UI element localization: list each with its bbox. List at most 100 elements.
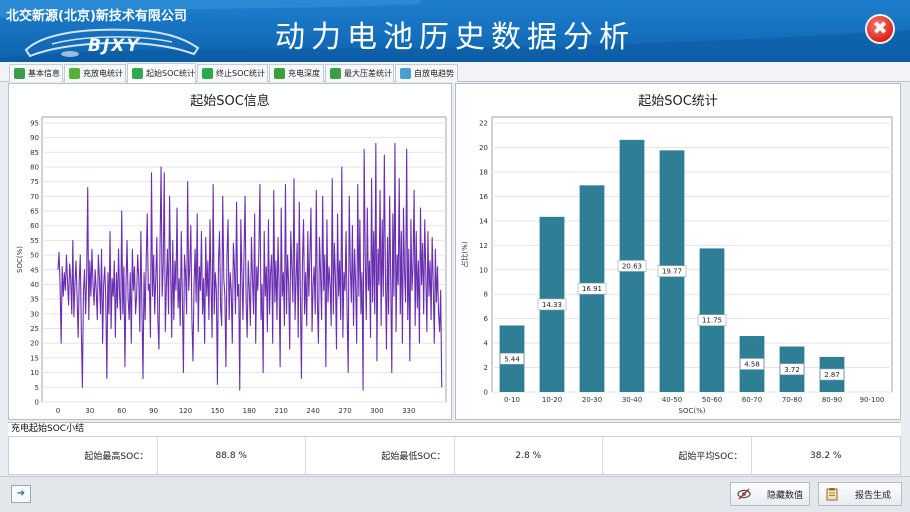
data-label: 3.72 bbox=[784, 366, 800, 374]
y-tick-label: 55 bbox=[30, 237, 39, 245]
export-icon[interactable]: ➜ bbox=[11, 485, 31, 503]
charge-icon bbox=[69, 68, 80, 79]
data-label: 11.75 bbox=[702, 317, 722, 325]
line-chart: 0 5 10 15 20 25 30 35 40 45 50 55 60 65 70 75 80 85 90 95 0 3… bbox=[16, 116, 447, 415]
y-tick-label: 20 bbox=[479, 144, 488, 152]
x-tick-label: 150 bbox=[211, 407, 224, 415]
y-tick-label: 6 bbox=[484, 315, 489, 323]
hide-values-label: 隐藏数值 bbox=[767, 490, 804, 501]
y-tick-label: 4 bbox=[484, 340, 489, 348]
y-tick-label: 70 bbox=[30, 193, 39, 201]
y-tick-label: 45 bbox=[30, 266, 39, 274]
bottom-toolbar: ➜ 隐藏数值 报告生成 bbox=[0, 476, 910, 512]
hide-values-button[interactable]: 隐藏数值 bbox=[730, 482, 810, 506]
tab-label: 起始SOC统计 bbox=[146, 69, 195, 78]
car-logo-icon bbox=[24, 28, 200, 58]
x-tick-label: 240 bbox=[306, 407, 319, 415]
x-axis-label: SOC(%) bbox=[679, 407, 706, 415]
y-tick-label: 14 bbox=[479, 217, 488, 225]
min-soc-value: 2.8 % bbox=[455, 437, 603, 474]
x-tick-label: 60 bbox=[117, 407, 126, 415]
x-tick-label: 0-10 bbox=[504, 396, 520, 404]
x-tick-label: 30-40 bbox=[622, 396, 642, 404]
bar-chart-title: 起始SOC统计 bbox=[638, 94, 718, 109]
x-tick-label: 90 bbox=[149, 407, 158, 415]
data-label: 2.87 bbox=[824, 371, 840, 379]
y-tick-label: 60 bbox=[30, 222, 39, 230]
page-title: 动力电池历史数据分析 bbox=[275, 20, 635, 55]
avg-soc-label: 起始平均SOC： bbox=[603, 437, 752, 474]
data-label: 5.44 bbox=[504, 355, 520, 363]
y-tick-label: 25 bbox=[30, 325, 39, 333]
y-tick-label: 0 bbox=[35, 399, 39, 407]
y-tick-label: 75 bbox=[30, 178, 39, 186]
x-tick-label: 50-60 bbox=[702, 396, 722, 404]
tab-start-soc-stats[interactable]: 起始SOC统计 bbox=[127, 63, 196, 83]
company-name: 北交新源(北京)新技术有限公司 bbox=[6, 9, 187, 24]
y-tick-label: 2 bbox=[484, 364, 488, 372]
tab-basic-info[interactable]: 基本信息 bbox=[9, 64, 63, 82]
tab-charge-depth[interactable]: 充电深度 bbox=[269, 64, 324, 82]
data-label-box bbox=[819, 368, 844, 381]
app-header: 北交新源(北京)新技术有限公司 BJXY 动力电池历史数据分析 ✖ bbox=[0, 0, 910, 62]
tab-max-voltage-diff[interactable]: 最大压差统计 bbox=[325, 64, 394, 82]
data-label-box bbox=[697, 314, 727, 326]
x-tick-label: 330 bbox=[402, 407, 415, 415]
bar-chart-icon bbox=[202, 68, 213, 79]
y-tick-label: 35 bbox=[30, 296, 39, 304]
data-label-box bbox=[617, 260, 647, 272]
y-tick-label: 22 bbox=[479, 120, 488, 128]
y-tick-label: 85 bbox=[30, 149, 39, 157]
x-tick-label: 300 bbox=[370, 407, 383, 415]
soc-series-line bbox=[57, 142, 443, 391]
tab-end-soc-stats[interactable]: 终止SOC统计 bbox=[197, 64, 268, 82]
x-tick-label: 120 bbox=[179, 407, 192, 415]
data-label-box bbox=[739, 358, 764, 370]
y-tick-label: 10 bbox=[479, 266, 488, 274]
y-tick-label: 10 bbox=[30, 369, 39, 377]
summary-heading: 充电起始SOC小结 bbox=[8, 422, 901, 436]
y-tick-label: 16 bbox=[479, 193, 488, 201]
y-tick-label: 20 bbox=[30, 340, 39, 348]
y-tick-label: 65 bbox=[30, 208, 39, 216]
bar-chart: 0 2 4 6 8 10 12 14 16 18 20 22 占比(%) SOC(%) 0-10 5.44 10… bbox=[460, 116, 893, 415]
y-axis-label: 占比(%) bbox=[460, 241, 469, 267]
data-label: 4.58 bbox=[744, 361, 760, 369]
x-tick-label: 210 bbox=[275, 407, 288, 415]
y-tick-label: 12 bbox=[479, 242, 488, 250]
y-tick-label: 95 bbox=[30, 119, 39, 127]
close-button[interactable]: ✖ bbox=[865, 14, 895, 44]
y-tick-label: 8 bbox=[484, 291, 488, 299]
tab-label: 终止SOC统计 bbox=[216, 69, 265, 78]
x-tick-label: 180 bbox=[243, 407, 256, 415]
bar-chart-panel: 起始SOC统计 0 2 4 6 8 10 12 14 16 18 20 22 占比(%) SOC(%) 0-… bbox=[455, 83, 901, 420]
summary-table: 起始最高SOC： 88.8 % 起始最低SOC： 2.8 % 起始平均SOC： … bbox=[8, 436, 901, 475]
data-label-box bbox=[657, 265, 687, 277]
min-soc-label: 起始最低SOC： bbox=[306, 437, 455, 474]
y-tick-label: 5 bbox=[35, 384, 39, 392]
y-tick-label: 80 bbox=[30, 163, 39, 171]
tab-label: 基本信息 bbox=[28, 69, 60, 78]
data-label-box bbox=[499, 352, 524, 365]
tab-bar: 基本信息 充放电统计 起始SOC统计 终止SOC统计 充电深度 最大压差统计 自… bbox=[0, 62, 910, 83]
data-label-box bbox=[537, 298, 567, 311]
line-chart-panel: 起始SOC信息 0 5 10 15 20 25 30 35 40 45 50 55 60 65 70 75 80… bbox=[8, 83, 452, 420]
tab-charge-stats[interactable]: 充放电统计 bbox=[64, 64, 126, 82]
data-label-box bbox=[779, 363, 804, 376]
generate-report-button[interactable]: 报告生成 bbox=[818, 482, 902, 506]
data-label: 14.33 bbox=[542, 301, 562, 309]
header-background-swoosh bbox=[0, 0, 910, 62]
y-tick-label: 15 bbox=[30, 354, 39, 362]
bar-chart-icon bbox=[132, 68, 143, 79]
x-tick-label: 30 bbox=[85, 407, 94, 415]
avg-soc-value: 38.2 % bbox=[810, 450, 842, 461]
trend-icon bbox=[400, 68, 411, 79]
y-tick-label: 40 bbox=[30, 281, 39, 289]
tab-label: 充电深度 bbox=[288, 69, 320, 78]
y-tick-label: 0 bbox=[484, 389, 488, 397]
x-tick-label: 80-90 bbox=[822, 396, 842, 404]
info-icon bbox=[14, 68, 25, 79]
tab-self-discharge-trend[interactable]: 自放电趋势 bbox=[395, 64, 458, 82]
y-tick-label: 50 bbox=[30, 252, 39, 260]
x-tick-label: 0 bbox=[56, 407, 60, 415]
